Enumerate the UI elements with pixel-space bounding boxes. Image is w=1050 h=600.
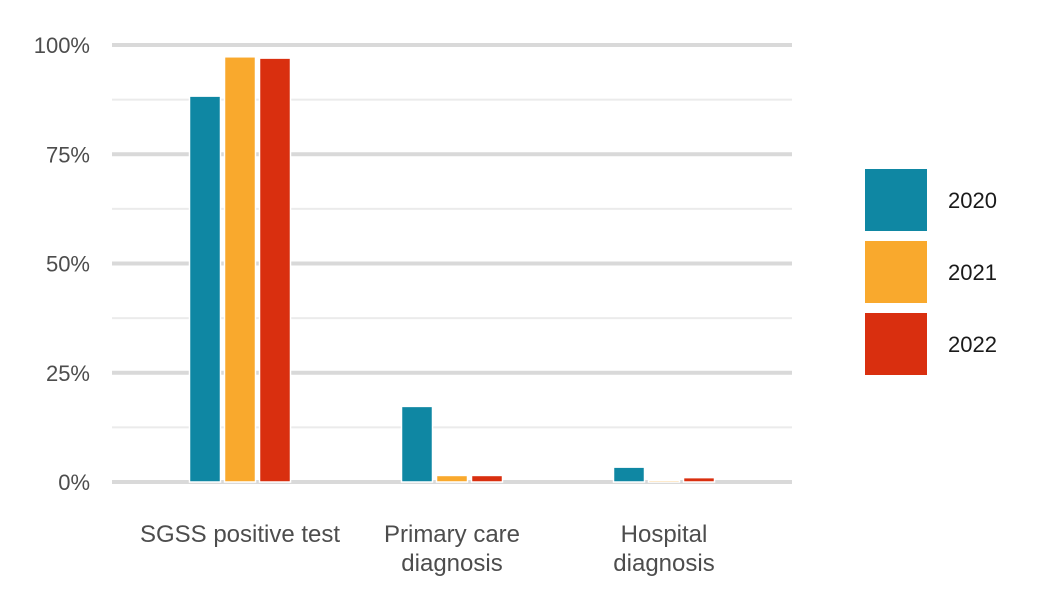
bar-2021 [647, 479, 681, 483]
bars [188, 56, 716, 483]
category-label: Hospital [621, 521, 708, 548]
category-label: diagnosis [401, 550, 502, 577]
bar-2021 [223, 56, 257, 483]
y-tick-label: 25% [46, 361, 90, 386]
category-label: SGSS positive test [140, 521, 340, 548]
legend-label: 2020 [948, 188, 997, 213]
y-tick-label: 50% [46, 252, 90, 277]
legend-swatch-2021 [865, 241, 927, 303]
legend: 2020 2021 2022 [865, 169, 997, 375]
bar-2020 [612, 466, 646, 483]
y-tick-label: 0% [58, 470, 90, 495]
bar-2022 [470, 474, 504, 483]
legend-swatch-2020 [865, 169, 927, 231]
legend-swatch-2022 [865, 313, 927, 375]
y-axis-ticks: 0% 25% 50% 75% 100% [34, 33, 90, 495]
y-tick-label: 100% [34, 33, 90, 58]
bar-2021 [435, 474, 469, 483]
legend-label: 2021 [948, 260, 997, 285]
legend-label: 2022 [948, 332, 997, 357]
category-label: diagnosis [613, 550, 714, 577]
x-axis-labels: SGSS positive test Primary carediagnosisH… [140, 521, 715, 577]
bar-2020 [188, 95, 222, 483]
bar-2022 [258, 57, 292, 483]
bar-2020 [400, 405, 434, 483]
y-tick-label: 75% [46, 142, 90, 167]
category-label: Primary care [384, 521, 520, 548]
bar-2022 [682, 476, 716, 483]
